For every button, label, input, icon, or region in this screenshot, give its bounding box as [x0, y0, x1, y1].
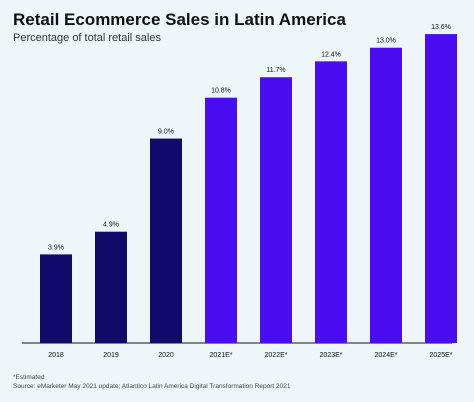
- x-tick-label: 2024E*: [375, 352, 398, 359]
- data-label: 3.9%: [48, 244, 64, 251]
- bar-2021e: [205, 97, 237, 343]
- bar-2022e: [260, 77, 292, 343]
- footnote: *Estimated Source: eMarketer May 2021 up…: [13, 373, 290, 391]
- data-label: 13.6%: [431, 24, 451, 31]
- x-tick-label: 2025E*: [430, 352, 453, 359]
- x-tick-label: 2022E*: [265, 352, 288, 359]
- bar-2023e: [315, 61, 347, 343]
- chart-subtitle: Percentage of total retail sales: [13, 32, 161, 44]
- data-label: 13.0%: [376, 38, 396, 45]
- chart-title: Retail Ecommerce Sales in Latin America: [13, 10, 346, 29]
- x-tick-label: 2020: [158, 352, 174, 359]
- bar-2025e: [425, 34, 457, 343]
- bar-2024e: [370, 47, 402, 343]
- data-label: 12.4%: [321, 51, 341, 58]
- bar-2019: [95, 231, 127, 343]
- x-tick-label: 2023E*: [320, 352, 343, 359]
- x-tick-label: 2018: [48, 352, 64, 359]
- footnote-source: Source: eMarketer May 2021 update; Atlan…: [13, 383, 291, 390]
- bar-2020: [150, 138, 182, 343]
- data-label: 10.8%: [211, 88, 231, 95]
- data-label: 4.9%: [103, 222, 119, 229]
- footnote-estimated: *Estimated: [13, 374, 45, 381]
- bar-2018: [40, 254, 72, 343]
- data-label: 11.7%: [266, 67, 285, 74]
- data-label: 9.0%: [158, 129, 174, 136]
- x-tick-label: 2019: [103, 352, 119, 359]
- x-tick-label: 2021E*: [210, 352, 233, 359]
